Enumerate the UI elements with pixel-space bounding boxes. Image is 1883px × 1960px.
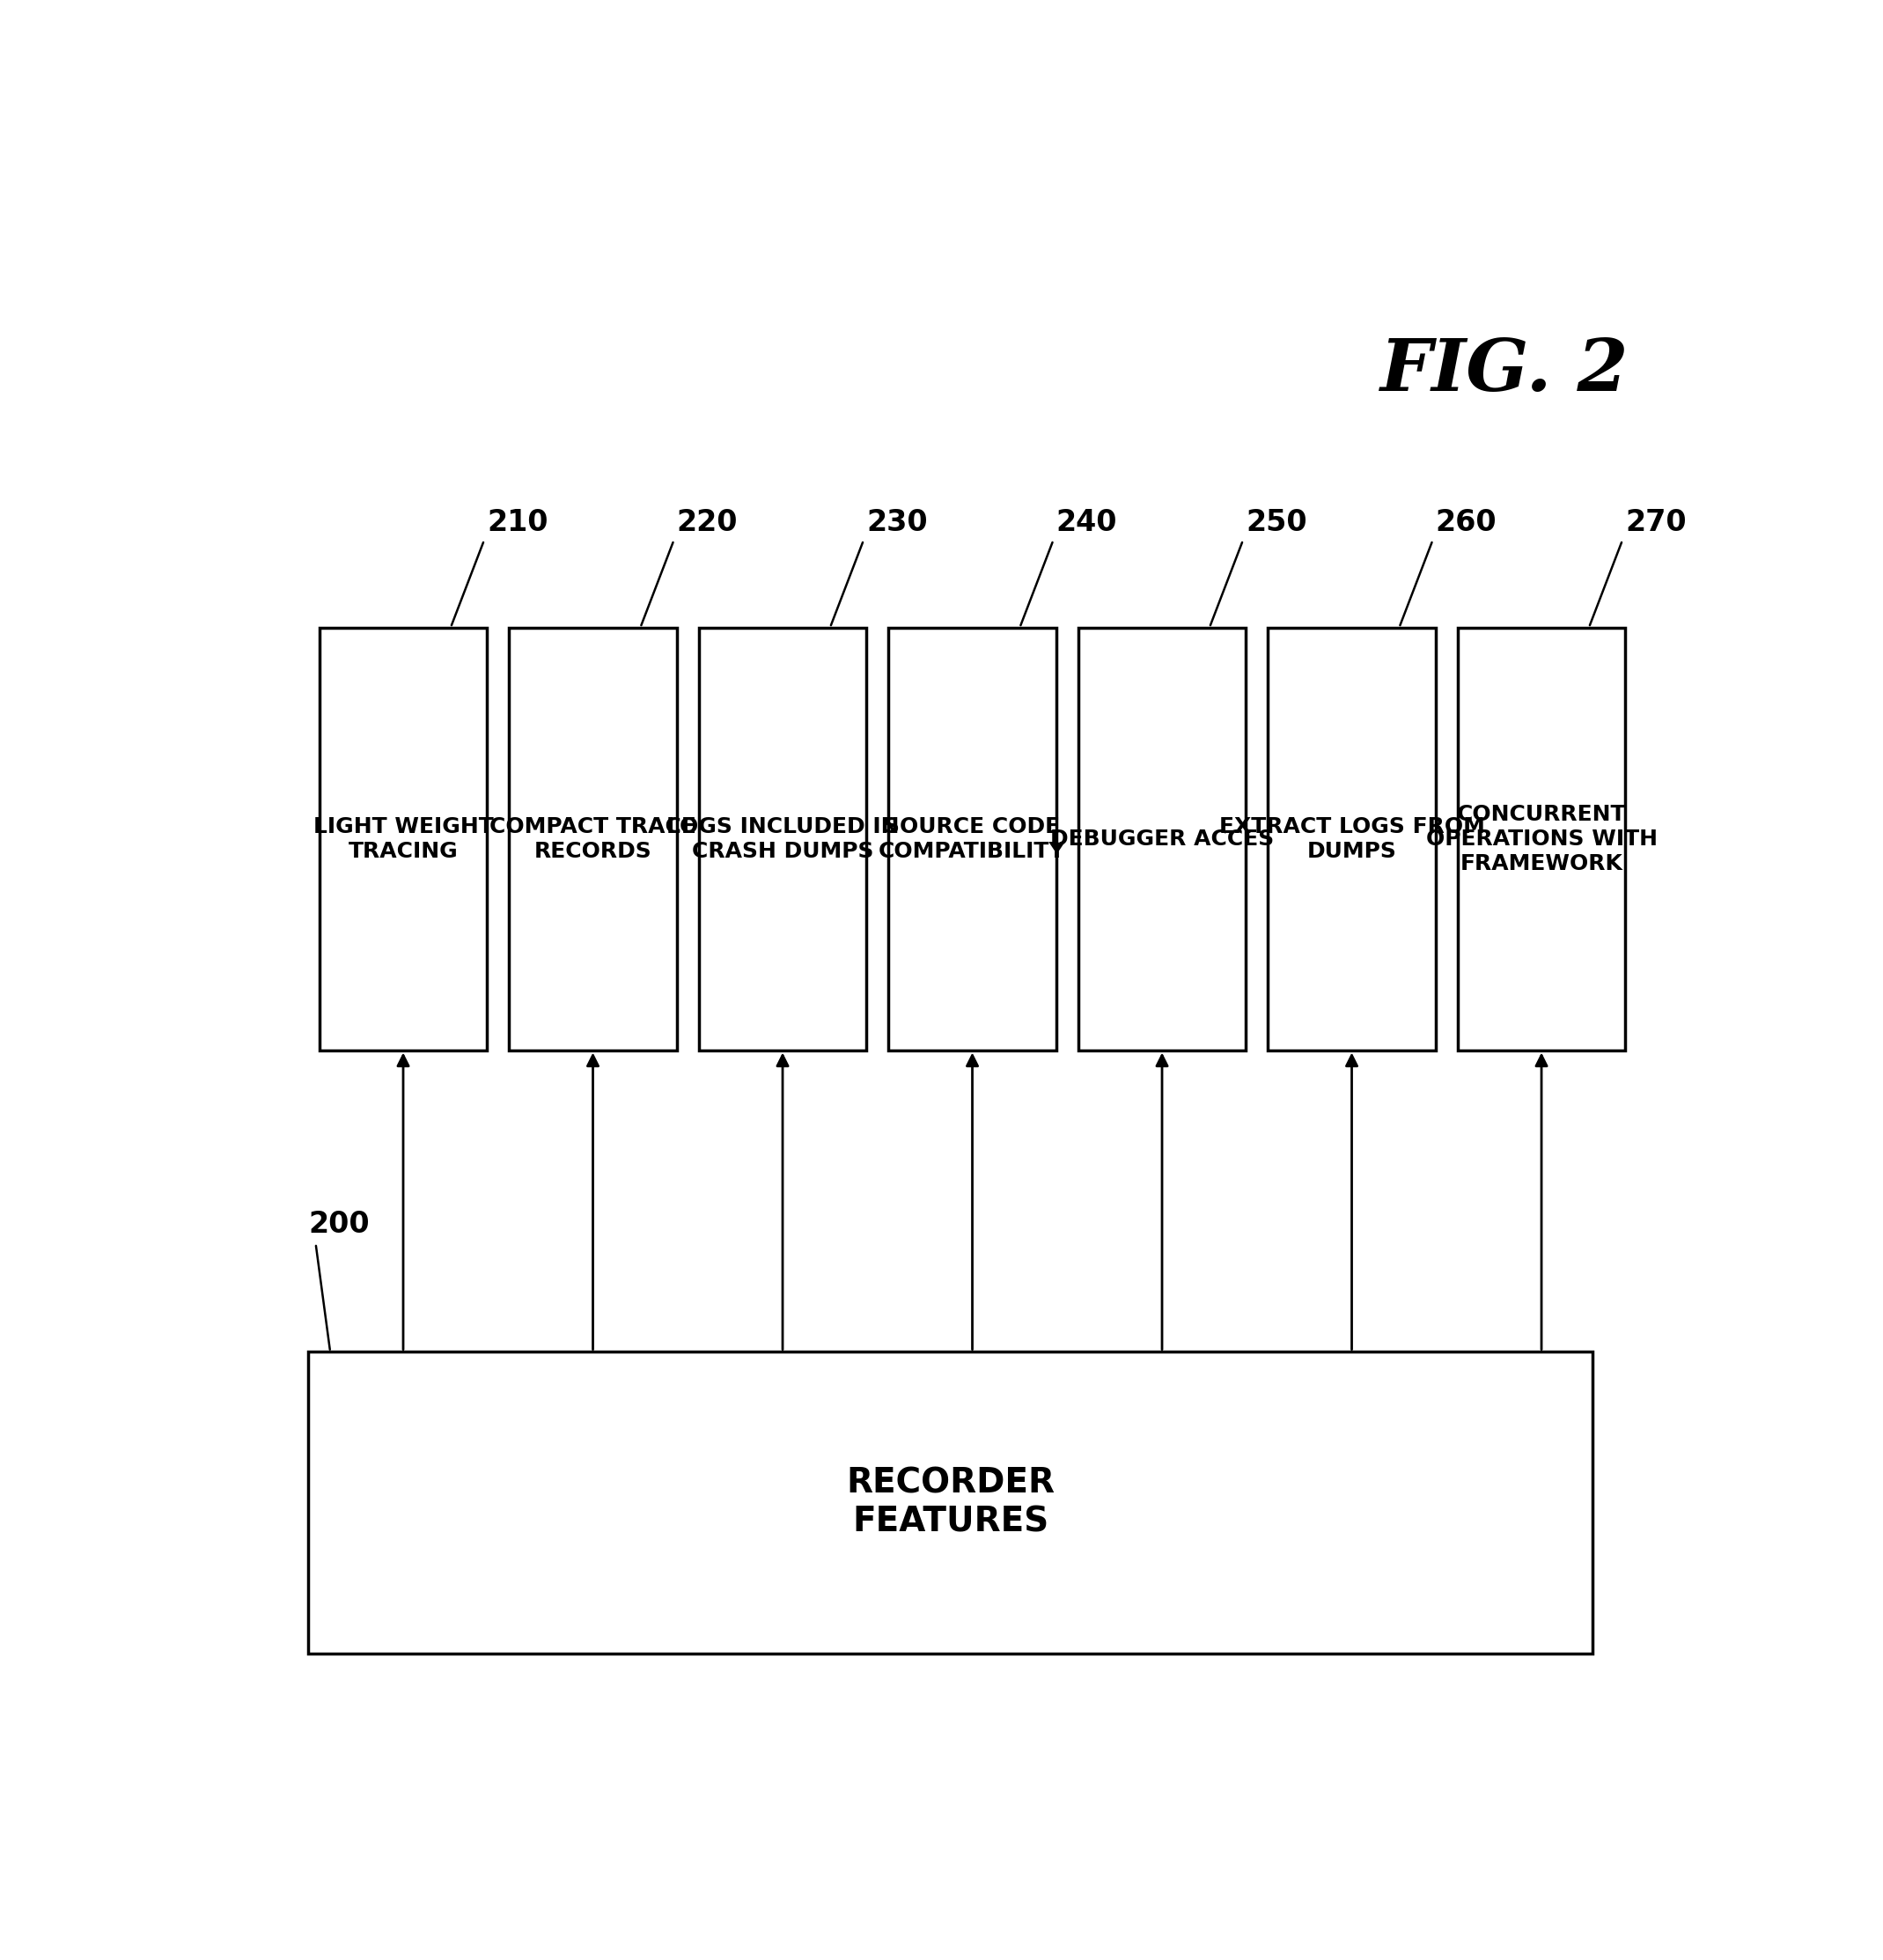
- Bar: [508, 627, 676, 1051]
- Text: 200: 200: [309, 1209, 369, 1239]
- Text: FIG. 2: FIG. 2: [1380, 335, 1629, 406]
- Text: COMPACT TRACE
RECORDS: COMPACT TRACE RECORDS: [490, 815, 697, 862]
- Text: 270: 270: [1625, 508, 1687, 537]
- Bar: [1267, 627, 1435, 1051]
- Text: DEBUGGER ACCES: DEBUGGER ACCES: [1051, 829, 1275, 849]
- Text: LOGS INCLUDED IN
CRASH DUMPS: LOGS INCLUDED IN CRASH DUMPS: [667, 815, 898, 862]
- Text: 240: 240: [1056, 508, 1117, 537]
- Text: LIGHT WEIGHT
TRACING: LIGHT WEIGHT TRACING: [313, 815, 493, 862]
- Bar: [309, 1352, 1593, 1654]
- Text: CONCURRENT
OPERATIONS WITH
FRAMEWORK: CONCURRENT OPERATIONS WITH FRAMEWORK: [1425, 804, 1657, 874]
- Bar: [320, 627, 488, 1051]
- Text: RECORDER
FEATURES: RECORDER FEATURES: [845, 1466, 1054, 1539]
- Text: 220: 220: [676, 508, 738, 537]
- Text: 250: 250: [1247, 508, 1307, 537]
- Text: EXTRACT LOGS FROM
DUMPS: EXTRACT LOGS FROM DUMPS: [1218, 815, 1484, 862]
- Bar: [889, 627, 1056, 1051]
- Text: 230: 230: [866, 508, 928, 537]
- Text: SOURCE CODE
COMPATIBILITY: SOURCE CODE COMPATIBILITY: [879, 815, 1066, 862]
- Bar: [699, 627, 866, 1051]
- Bar: [1457, 627, 1625, 1051]
- Text: 210: 210: [488, 508, 548, 537]
- Bar: [1079, 627, 1247, 1051]
- Text: 260: 260: [1435, 508, 1497, 537]
